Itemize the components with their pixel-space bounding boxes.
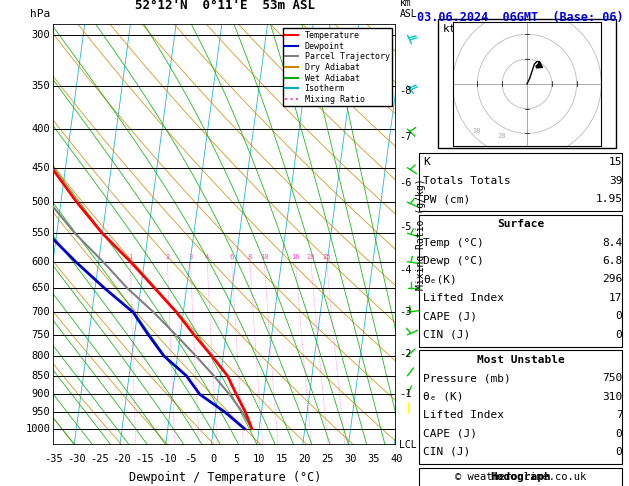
Text: 17: 17 [609, 293, 623, 303]
Text: 15: 15 [609, 157, 623, 167]
Text: 52°12'N  0°11'E  53m ASL: 52°12'N 0°11'E 53m ASL [135, 0, 315, 12]
Text: Dewp (°C): Dewp (°C) [423, 256, 484, 266]
Text: Hodograph: Hodograph [490, 472, 551, 482]
Text: -10: -10 [159, 454, 177, 465]
Text: 6.8: 6.8 [602, 256, 623, 266]
Text: Lifted Index: Lifted Index [423, 410, 504, 420]
Text: θₑ (K): θₑ (K) [423, 392, 464, 401]
Text: 35: 35 [367, 454, 380, 465]
Text: 5: 5 [233, 454, 240, 465]
Text: 8.4: 8.4 [602, 238, 623, 247]
Text: 0: 0 [616, 312, 623, 321]
Text: 15: 15 [276, 454, 288, 465]
Text: -7: -7 [399, 132, 412, 142]
Bar [418, 350, 623, 464]
Bar [418, 468, 623, 486]
Text: © weatheronline.co.uk: © weatheronline.co.uk [455, 472, 586, 482]
Text: 1: 1 [128, 254, 133, 260]
Text: 310: 310 [602, 392, 623, 401]
Text: 450: 450 [31, 163, 50, 173]
Text: LCL: LCL [399, 440, 417, 450]
Text: -35: -35 [44, 454, 63, 465]
Text: CAPE (J): CAPE (J) [423, 429, 477, 438]
Text: 600: 600 [31, 257, 50, 267]
Text: 1000: 1000 [25, 424, 50, 434]
Text: CIN (J): CIN (J) [423, 330, 470, 340]
Text: 1.95: 1.95 [596, 194, 623, 204]
Text: CAPE (J): CAPE (J) [423, 312, 477, 321]
Text: Pressure (mb): Pressure (mb) [423, 373, 511, 383]
Text: 850: 850 [31, 371, 50, 381]
Text: -5: -5 [184, 454, 197, 465]
Text: 03.06.2024  06GMT  (Base: 06): 03.06.2024 06GMT (Base: 06) [417, 11, 624, 24]
Text: -4: -4 [399, 265, 412, 276]
Text: -1: -1 [399, 389, 412, 399]
Text: 8: 8 [248, 254, 252, 260]
Bar [418, 215, 623, 347]
Text: 750: 750 [31, 330, 50, 340]
Text: Lifted Index: Lifted Index [423, 293, 504, 303]
Text: 0: 0 [616, 429, 623, 438]
Text: K: K [423, 157, 430, 167]
Text: 10: 10 [260, 254, 269, 260]
Text: 650: 650 [31, 283, 50, 293]
Text: θₑ(K): θₑ(K) [423, 275, 457, 284]
Text: Surface: Surface [497, 219, 544, 229]
Text: -15: -15 [135, 454, 154, 465]
Text: 500: 500 [31, 197, 50, 207]
Text: 0: 0 [616, 447, 623, 457]
Text: Mixing Ratio (g/kg): Mixing Ratio (g/kg) [416, 179, 426, 290]
Text: PW (cm): PW (cm) [423, 194, 470, 204]
Text: 550: 550 [31, 228, 50, 239]
Text: 350: 350 [31, 81, 50, 91]
Text: 25: 25 [322, 254, 331, 260]
Text: Temp (°C): Temp (°C) [423, 238, 484, 247]
Text: hPa: hPa [30, 9, 50, 19]
Text: 900: 900 [31, 389, 50, 399]
Bar [438, 19, 616, 148]
Text: -2: -2 [399, 348, 412, 359]
Text: CIN (J): CIN (J) [423, 447, 470, 457]
Text: -6: -6 [399, 178, 412, 188]
Text: -20: -20 [113, 454, 131, 465]
Text: Dewpoint / Temperature (°C): Dewpoint / Temperature (°C) [129, 471, 321, 485]
Text: 10: 10 [253, 454, 265, 465]
Text: 3: 3 [188, 254, 192, 260]
Text: 20: 20 [307, 254, 315, 260]
Text: Most Unstable: Most Unstable [477, 355, 564, 364]
Text: -25: -25 [90, 454, 109, 465]
Text: Totals Totals: Totals Totals [423, 176, 511, 186]
Text: 25: 25 [321, 454, 334, 465]
Text: 400: 400 [31, 124, 50, 134]
Text: -30: -30 [67, 454, 86, 465]
Text: 300: 300 [31, 31, 50, 40]
Text: -3: -3 [399, 308, 412, 317]
Text: 296: 296 [602, 275, 623, 284]
Text: 16: 16 [291, 254, 300, 260]
Text: 39: 39 [609, 176, 623, 186]
Text: 700: 700 [31, 307, 50, 317]
Text: 20: 20 [299, 454, 311, 465]
Legend: Temperature, Dewpoint, Parcel Trajectory, Dry Adiabat, Wet Adiabat, Isotherm, Mi: Temperature, Dewpoint, Parcel Trajectory… [283, 29, 392, 106]
Text: -5: -5 [399, 222, 412, 232]
Text: 2: 2 [165, 254, 169, 260]
Text: km
ASL: km ASL [399, 0, 417, 19]
Text: 950: 950 [31, 407, 50, 417]
Text: 6: 6 [230, 254, 234, 260]
Text: 7: 7 [616, 410, 623, 420]
Text: 4: 4 [205, 254, 209, 260]
Text: 30: 30 [344, 454, 357, 465]
Text: -8: -8 [399, 86, 412, 96]
Bar [418, 153, 623, 211]
Text: 0: 0 [616, 330, 623, 340]
Text: 0: 0 [210, 454, 216, 465]
Text: 40: 40 [390, 454, 403, 465]
Text: kt: kt [442, 24, 456, 35]
Text: 800: 800 [31, 351, 50, 361]
Text: 750: 750 [602, 373, 623, 383]
